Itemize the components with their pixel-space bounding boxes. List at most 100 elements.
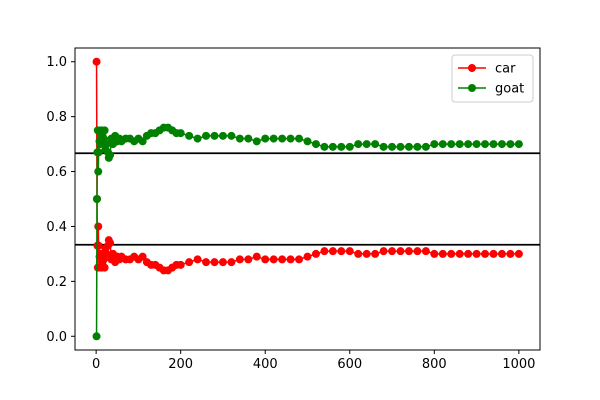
- data-point-car: [481, 249, 490, 258]
- data-point-car: [421, 247, 430, 256]
- data-point-car: [447, 249, 456, 258]
- data-point-car: [227, 258, 236, 267]
- data-point-car: [193, 255, 202, 264]
- legend-item-goat: goat: [458, 82, 524, 97]
- data-point-car: [328, 247, 337, 256]
- legend-marker-car: [468, 64, 476, 72]
- data-point-goat: [371, 140, 380, 149]
- data-point-car: [489, 249, 498, 258]
- data-point-goat: [497, 140, 506, 149]
- data-point-car: [102, 249, 111, 258]
- data-point-car: [345, 247, 354, 256]
- data-point-car: [430, 249, 439, 258]
- legend-label-car: car: [495, 62, 516, 77]
- data-point-goat: [100, 126, 109, 135]
- data-point-car: [438, 249, 447, 258]
- data-point-goat: [337, 142, 346, 151]
- data-point-goat: [176, 129, 185, 138]
- data-point-car: [94, 222, 103, 231]
- data-point-goat: [404, 142, 413, 151]
- series-goat: [92, 123, 523, 341]
- data-point-car: [235, 255, 244, 264]
- data-point-goat: [388, 142, 397, 151]
- data-point-goat: [106, 151, 115, 160]
- data-point-goat: [102, 140, 111, 149]
- data-point-goat: [345, 142, 354, 151]
- data-point-goat: [430, 140, 439, 149]
- data-point-car: [252, 252, 261, 261]
- legend-item-car: car: [458, 62, 516, 77]
- data-point-goat: [396, 142, 405, 151]
- y-tick-label: 0.2: [46, 275, 67, 290]
- data-point-car: [404, 247, 413, 256]
- data-point-goat: [455, 140, 464, 149]
- x-tick-label: 200: [168, 357, 193, 372]
- y-tick-label: 0.8: [46, 110, 67, 125]
- data-point-car: [295, 255, 304, 264]
- data-point-goat: [481, 140, 490, 149]
- data-point-goat: [92, 195, 101, 203]
- data-point-goat: [235, 134, 244, 143]
- data-point-car: [138, 252, 147, 261]
- data-point-car: [337, 247, 346, 256]
- data-point-goat: [379, 142, 388, 151]
- data-point-goat: [362, 140, 371, 149]
- data-point-goat: [193, 134, 202, 143]
- x-tick-label: 0: [92, 357, 100, 372]
- data-point-goat: [506, 140, 515, 149]
- data-point-goat: [514, 140, 523, 149]
- y-tick-label: 0.6: [46, 165, 67, 180]
- data-point-car: [100, 263, 109, 272]
- data-point-goat: [295, 134, 304, 143]
- data-point-goat: [278, 134, 287, 143]
- data-point-car: [202, 258, 211, 267]
- data-point-car: [413, 247, 422, 256]
- data-point-car: [388, 247, 397, 256]
- data-point-car: [176, 260, 185, 269]
- data-point-goat: [320, 142, 329, 151]
- data-point-car: [455, 249, 464, 258]
- data-point-goat: [227, 131, 236, 140]
- data-point-goat: [210, 131, 219, 140]
- data-point-car: [278, 255, 287, 264]
- data-point-car: [286, 255, 295, 264]
- data-point-goat: [438, 140, 447, 149]
- x-tick-label: 600: [337, 357, 362, 372]
- data-point-car: [261, 255, 270, 264]
- data-point-goat: [244, 134, 253, 143]
- data-point-car: [303, 252, 312, 261]
- y-tick-label: 1.0: [46, 55, 67, 70]
- data-point-goat: [269, 134, 278, 143]
- data-point-goat: [185, 131, 194, 140]
- data-point-car: [320, 247, 329, 256]
- data-point-goat: [354, 140, 363, 149]
- data-point-car: [244, 255, 253, 264]
- data-point-car: [497, 249, 506, 258]
- data-point-car: [464, 249, 473, 258]
- y-tick-label: 0.4: [46, 220, 67, 235]
- data-point-car: [185, 258, 194, 267]
- data-point-car: [371, 249, 380, 258]
- data-point-goat: [489, 140, 498, 149]
- data-point-car: [362, 249, 371, 258]
- series-line-goat: [95, 126, 519, 337]
- data-point-car: [218, 258, 227, 267]
- data-point-goat: [261, 134, 270, 143]
- data-point-goat: [94, 148, 103, 157]
- x-tick-label: 1000: [502, 357, 535, 372]
- data-point-goat: [328, 142, 337, 151]
- data-point-car: [354, 249, 363, 258]
- y-axis: 0.0 0.2 0.4 0.6 0.8 1.0: [46, 55, 75, 345]
- data-point-goat: [138, 137, 147, 146]
- data-point-car: [106, 238, 115, 247]
- data-point-car: [379, 247, 388, 256]
- data-point-car: [506, 249, 515, 258]
- legend-marker-goat: [468, 84, 476, 92]
- y-tick-label: 0.0: [46, 330, 67, 345]
- data-point-goat: [311, 140, 320, 149]
- data-point-goat: [202, 131, 211, 140]
- data-point-car: [210, 258, 219, 267]
- plot-frame: [74, 47, 541, 351]
